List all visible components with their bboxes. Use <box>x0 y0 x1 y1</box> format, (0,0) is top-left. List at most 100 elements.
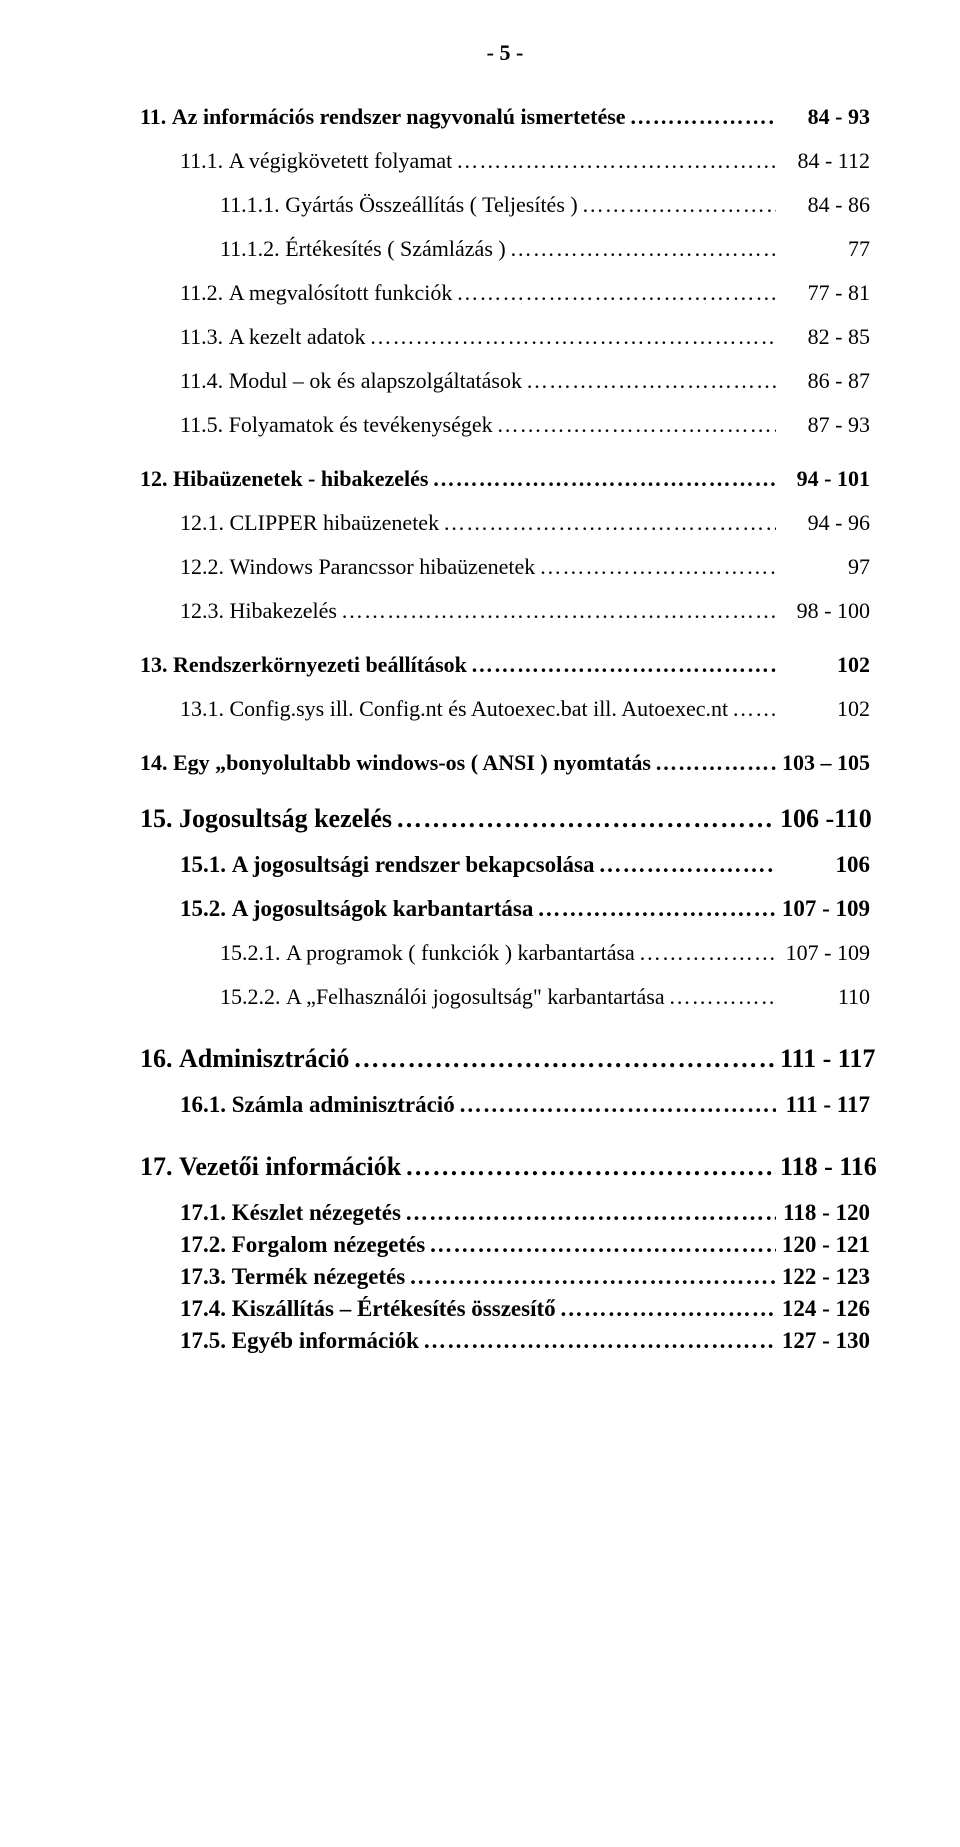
toc-title: Forgalom nézegetés <box>226 1232 425 1258</box>
toc-number: 17. <box>140 1152 173 1182</box>
toc-leader: ……………………………………………………………………………………………… <box>405 1200 776 1226</box>
toc-leader: ……………………………………………………………………………………………… <box>630 104 776 130</box>
toc-leader: ……………………………………………………………………………………………… <box>432 466 776 492</box>
toc-page: 106 -110 <box>780 804 870 834</box>
toc-leader: ……………………………………………………………………………………………… <box>456 148 776 174</box>
toc-page: 77 - 81 <box>780 280 870 306</box>
toc-leader: ……………………………………………………………………………………………… <box>370 324 776 350</box>
toc-page: 84 - 86 <box>780 192 870 218</box>
toc-leader: ……………………………………………………………………………………………… <box>459 1092 776 1118</box>
toc-row: 17.5. Egyéb információk……………………………………………… <box>140 1328 870 1354</box>
toc-row: 13. Rendszerkörnyezeti beállítások………………… <box>140 652 870 678</box>
toc-title: Config.sys ill. Config.nt és Autoexec.ba… <box>224 696 728 722</box>
toc-row: 11.5. Folyamatok és tevékenységek…………………… <box>140 412 870 438</box>
toc-number: 17.1. <box>180 1200 226 1226</box>
toc-page: 87 - 93 <box>780 412 870 438</box>
toc-page: 98 - 100 <box>780 598 870 624</box>
toc-number: 15.1. <box>180 852 226 878</box>
toc-page: 118 - 120 <box>780 1200 870 1226</box>
toc-page: 84 - 112 <box>780 148 870 174</box>
toc-leader: ……………………………………………………………………………………………… <box>669 984 776 1010</box>
toc-page: 103 – 105 <box>780 750 870 776</box>
toc-row: 11. Az információs rendszer nagyvonalú i… <box>140 104 870 130</box>
toc-number: 16. <box>140 1044 173 1074</box>
toc-page: 107 - 109 <box>780 940 870 966</box>
toc-title: Készlet nézegetés <box>226 1200 401 1226</box>
toc-row: 12.2. Windows Parancssor hibaüzenetek………… <box>140 554 870 580</box>
toc-title: A megvalósított funkciók <box>223 280 452 306</box>
toc-row: 17.2. Forgalom nézegetés…………………………………………… <box>140 1232 870 1258</box>
toc-number: 17.4. <box>180 1296 226 1322</box>
toc-number: 12.2. <box>180 554 224 580</box>
toc-title: Modul – ok és alapszolgáltatások <box>223 368 522 394</box>
toc-number: 11.2. <box>180 280 223 306</box>
toc-number: 12.1. <box>180 510 224 536</box>
toc-title: A jogosultsági rendszer bekapcsolása <box>226 852 594 878</box>
toc-page: 97 <box>780 554 870 580</box>
toc-leader: ……………………………………………………………………………………………… <box>443 510 776 536</box>
toc-number: 17.3. <box>180 1264 226 1290</box>
toc-number: 11.1. <box>180 148 223 174</box>
toc-number: 17.2. <box>180 1232 226 1258</box>
toc-number: 15.2. <box>180 896 226 922</box>
toc-row: 15.2. A jogosultságok karbantartása……………… <box>140 896 870 922</box>
toc-title: Értékesítés ( Számlázás ) <box>280 236 506 262</box>
toc-number: 13. <box>140 652 168 678</box>
toc-page: 127 - 130 <box>780 1328 870 1354</box>
toc-row: 16.1. Számla adminisztráció…………………………………… <box>140 1092 870 1118</box>
toc-number: 11.5. <box>180 412 223 438</box>
toc-row: 15.2.2. A „Felhasználói jogosultság" kar… <box>140 984 870 1010</box>
toc-page: 102 <box>780 652 870 678</box>
toc-number: 11.1.1. <box>220 192 280 218</box>
toc-title: Folyamatok és tevékenységek <box>223 412 492 438</box>
toc-page: 107 - 109 <box>780 896 870 922</box>
toc-row: 11.1. A végigkövetett folyamat…………………………… <box>140 148 870 174</box>
toc-title: Hibaüzenetek - hibakezelés <box>168 466 429 492</box>
toc-leader: ……………………………………………………………………………………………… <box>353 1044 776 1074</box>
toc-number: 14. <box>140 750 168 776</box>
toc-number: 12. <box>140 466 168 492</box>
table-of-contents: 11. Az információs rendszer nagyvonalú i… <box>140 104 870 1354</box>
toc-title: Jogosultság kezelés <box>173 804 393 834</box>
toc-title: Windows Parancssor hibaüzenetek <box>224 554 535 580</box>
toc-title: Gyártás Összeállítás ( Teljesítés ) <box>280 192 578 218</box>
toc-row: 17.3. Termék nézegetés………………………………………………… <box>140 1264 870 1290</box>
toc-page: 122 - 123 <box>780 1264 870 1290</box>
toc-title: Rendszerkörnyezeti beállítások <box>168 652 467 678</box>
toc-row: 17.1. Készlet nézegetés……………………………………………… <box>140 1200 870 1226</box>
toc-title: A jogosultságok karbantartása <box>226 896 533 922</box>
toc-title: A végigkövetett folyamat <box>223 148 452 174</box>
toc-leader: ……………………………………………………………………………………………… <box>526 368 776 394</box>
toc-row: 15. Jogosultság kezelés……………………………………………… <box>140 804 870 834</box>
toc-title: Egyéb információk <box>226 1328 419 1354</box>
toc-leader: ……………………………………………………………………………………………… <box>539 554 776 580</box>
toc-page: 106 <box>780 852 870 878</box>
toc-row: 11.4. Modul – ok és alapszolgáltatások……… <box>140 368 870 394</box>
toc-page: 86 - 87 <box>780 368 870 394</box>
toc-number: 13.1. <box>180 696 224 722</box>
toc-leader: ……………………………………………………………………………………………… <box>655 750 776 776</box>
toc-title: A „Felhasználói jogosultság" karbantartá… <box>281 984 665 1010</box>
toc-leader: ……………………………………………………………………………………………… <box>732 696 776 722</box>
toc-leader: ……………………………………………………………………………………………… <box>598 852 776 878</box>
toc-leader: ……………………………………………………………………………………………… <box>423 1328 776 1354</box>
toc-row: 17.4. Kiszállítás – Értékesítés összesít… <box>140 1296 870 1322</box>
toc-number: 15. <box>140 804 173 834</box>
toc-leader: ……………………………………………………………………………………………… <box>429 1232 776 1258</box>
toc-page: 120 - 121 <box>780 1232 870 1258</box>
toc-row: 12.1. CLIPPER hibaüzenetek……………………………………… <box>140 510 870 536</box>
toc-page: 118 - 116 <box>780 1152 870 1182</box>
toc-leader: ……………………………………………………………………………………………… <box>510 236 776 262</box>
toc-row: 12.3. Hibakezelés……………………………………………………………… <box>140 598 870 624</box>
toc-number: 12.3. <box>180 598 224 624</box>
toc-page: 94 - 101 <box>780 466 870 492</box>
toc-number: 15.2.2. <box>220 984 281 1010</box>
toc-leader: ……………………………………………………………………………………………… <box>582 192 776 218</box>
toc-number: 11. <box>140 104 166 130</box>
toc-title: Az információs rendszer nagyvonalú ismer… <box>166 104 625 130</box>
toc-leader: ……………………………………………………………………………………………… <box>537 896 776 922</box>
toc-title: Egy „bonyolultabb windows-os ( ANSI ) ny… <box>168 750 652 776</box>
toc-number: 17.5. <box>180 1328 226 1354</box>
toc-row: 16. Adminisztráció…………………………………………………………… <box>140 1044 870 1074</box>
toc-row: 14. Egy „bonyolultabb windows-os ( ANSI … <box>140 750 870 776</box>
